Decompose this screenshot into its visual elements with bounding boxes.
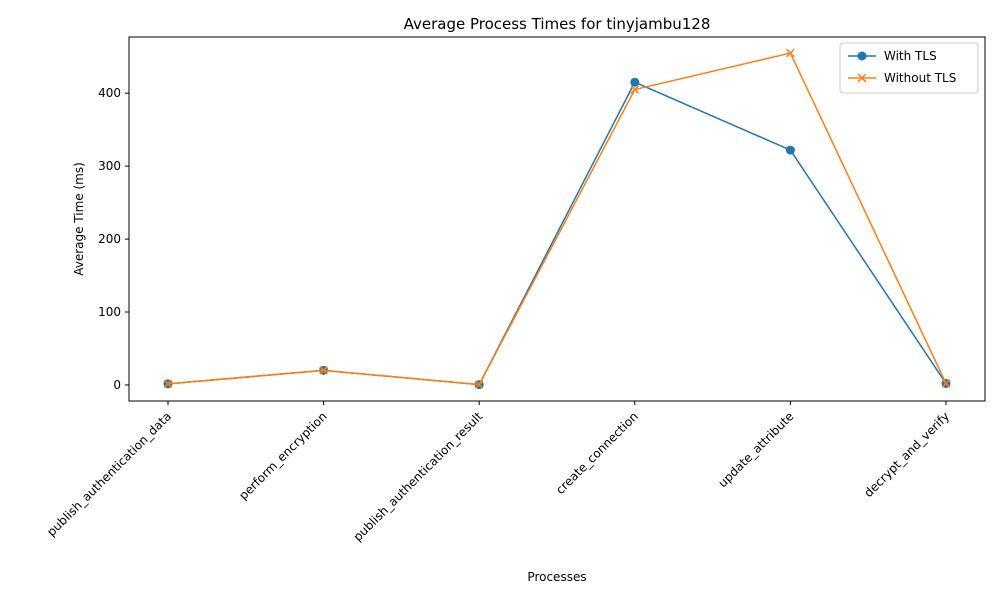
data-point <box>474 380 484 389</box>
y-tick-label: 400 <box>98 86 121 100</box>
data-point <box>786 48 795 58</box>
x-axis: publish_authentication_data perform_encry… <box>44 401 952 544</box>
data-point <box>941 379 951 388</box>
series-without-tls <box>163 48 951 389</box>
series-line <box>167 52 947 386</box>
legend-label: With TLS <box>884 49 937 63</box>
x-tick-label: create_connection <box>553 409 641 497</box>
legend-marker <box>857 51 867 61</box>
legend-entry: With TLS <box>848 49 937 63</box>
y-tick-label: 100 <box>98 305 121 319</box>
data-point <box>630 85 640 94</box>
y-axis-label: Average Time (ms) <box>72 162 86 276</box>
series-with-tls <box>163 77 951 390</box>
legend-label: Without TLS <box>884 71 956 85</box>
legend: With TLS Without TLS <box>839 42 979 94</box>
legend-entry: Without TLS <box>848 71 956 85</box>
y-tick-label: 0 <box>113 378 121 392</box>
x-tick-label: perform_encryption <box>236 409 329 502</box>
legend-marker <box>857 73 867 83</box>
chart-title: Average Process Times for tinyjambu128 <box>404 15 711 33</box>
y-tick-label: 200 <box>98 232 121 246</box>
data-point <box>785 145 795 155</box>
data-point <box>319 366 328 375</box>
x-axis-label: Processes <box>527 570 586 584</box>
data-point <box>163 379 173 389</box>
data-point <box>630 77 640 87</box>
y-axis: 0 100 200 300 400 <box>98 86 129 392</box>
series-layer <box>163 48 951 390</box>
y-tick-label: 300 <box>98 159 121 173</box>
x-tick-label: publish_authentication_result <box>351 409 486 544</box>
plot-area <box>128 36 986 402</box>
x-tick-label: update_attribute <box>715 409 796 490</box>
x-tick-label: publish_authentication_data <box>44 409 174 539</box>
series-line <box>167 81 947 386</box>
x-tick-label: decrypt_and_verify <box>861 409 952 500</box>
